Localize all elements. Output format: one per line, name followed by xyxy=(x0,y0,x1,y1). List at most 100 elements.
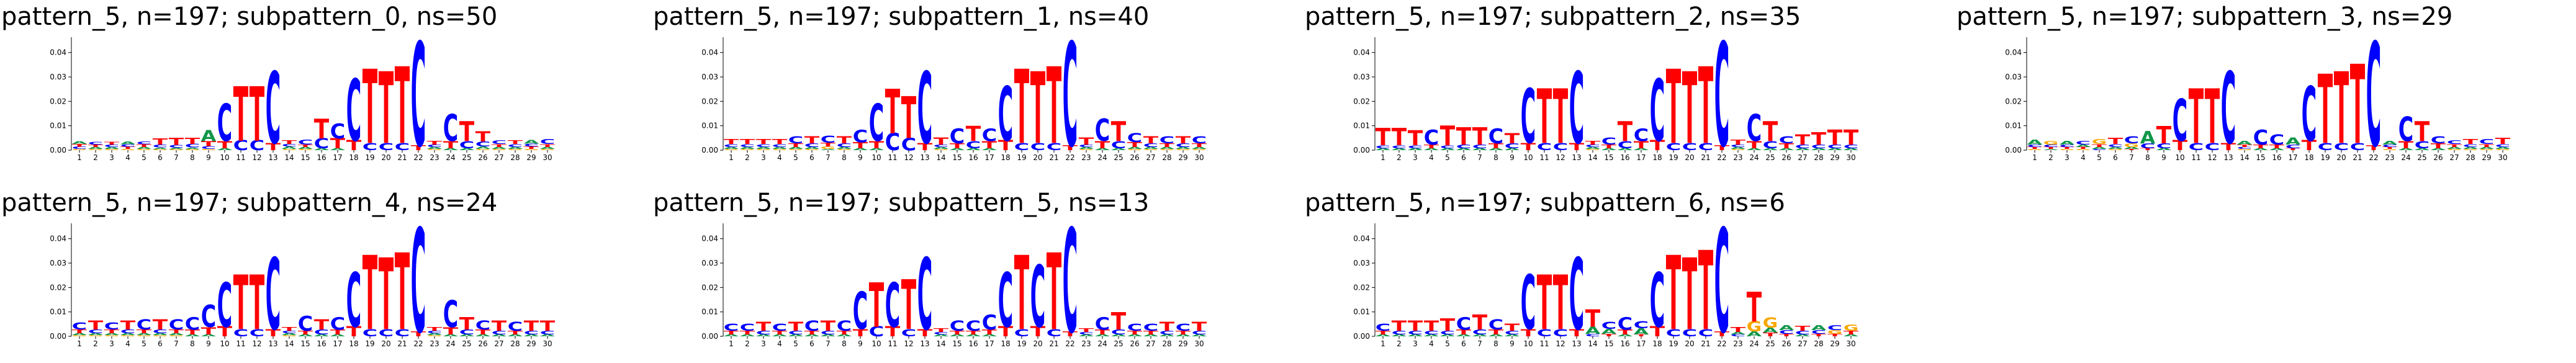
logo-letter: G xyxy=(2124,142,2139,148)
x-tick-label: 7 xyxy=(1477,339,1482,348)
logo-letter: T xyxy=(411,330,427,338)
logo-letter: A xyxy=(2237,140,2252,146)
logo-letter: C xyxy=(982,311,997,334)
logo-letter: G xyxy=(1160,149,1174,151)
x-tick-label: 12 xyxy=(1556,153,1565,162)
logo-letter: C xyxy=(1472,143,1487,150)
logo-letter: A xyxy=(1844,148,1859,151)
logo-letter: A xyxy=(1376,334,1391,337)
logo-letter: T xyxy=(1601,333,1617,338)
logo-letter: C xyxy=(1192,329,1207,336)
logo-letter: C xyxy=(185,143,200,149)
logo-letter: G xyxy=(540,149,555,151)
logo-letter: T xyxy=(740,329,755,336)
logo-letter: T xyxy=(1779,142,1795,150)
logo-panel: pattern_5, n=197; subpattern_0, ns=50 0.0… xyxy=(0,0,621,177)
logo-letter: A xyxy=(2043,149,2059,151)
x-tick-label: 8 xyxy=(1493,339,1498,348)
y-tick-label: 0.01 xyxy=(50,308,66,316)
logo-letter: C xyxy=(2043,144,2058,148)
logo-letter: C xyxy=(1763,139,1778,151)
logo-letter: C xyxy=(217,94,232,153)
logo-letter: A xyxy=(2382,140,2397,146)
x-tick-label: 2 xyxy=(93,153,98,162)
logo-letter: C xyxy=(1408,329,1423,336)
logo-letter: A xyxy=(1456,334,1472,337)
x-tick-label: 4 xyxy=(1429,153,1434,162)
x-tick-label: 4 xyxy=(125,153,130,162)
x-tick-label: 1 xyxy=(729,153,734,162)
logo-letter: A xyxy=(1747,330,1762,338)
logo-letter: A xyxy=(1618,148,1633,151)
logo-letter: A xyxy=(1127,146,1143,150)
x-tick-label: 5 xyxy=(142,339,146,348)
logo-letter: C xyxy=(853,127,868,146)
y-tick-label: 0.00 xyxy=(2005,146,2022,155)
logo-letter: C xyxy=(363,327,377,339)
logo-letter: T xyxy=(1714,330,1731,338)
logo-letter: A xyxy=(837,334,852,337)
logo-letter: T xyxy=(1127,329,1143,336)
x-tick-label: 27 xyxy=(494,153,503,162)
sequence-logo-plot: 0.000.010.020.030.041ATC2ATC3ACT4ATC5ACT… xyxy=(701,199,1207,363)
logo-letter: A xyxy=(1618,334,1633,337)
logo-letter: C xyxy=(2302,71,2317,158)
logo-letter: C xyxy=(524,143,539,148)
logo-letter: T xyxy=(934,327,949,333)
x-tick-label: 15 xyxy=(1604,339,1613,348)
logo-letter: C xyxy=(1521,260,1536,347)
x-tick-label: 8 xyxy=(190,339,195,348)
logo-letter: G xyxy=(104,335,119,337)
logo-letter: T xyxy=(724,329,739,336)
logo-letter: T xyxy=(153,137,168,147)
x-tick-label: 24 xyxy=(1749,153,1759,162)
logo-letter: A xyxy=(282,333,297,336)
logo-letter: T xyxy=(1063,330,1079,338)
x-tick-label: 5 xyxy=(2097,153,2102,162)
logo-letter: A xyxy=(1585,146,1601,150)
x-tick-label: 22 xyxy=(1065,153,1074,162)
logo-letter: T xyxy=(169,328,184,334)
sequence-logo-plot: 0.000.010.020.030.041GTCA2ATCG3GTCA4GTAC… xyxy=(2005,13,2510,177)
logo-letter: A xyxy=(934,334,949,337)
logo-letter: A xyxy=(740,146,755,150)
logo-letter: T xyxy=(1192,142,1207,148)
logo-letter: T xyxy=(966,122,981,146)
logo-letter: T xyxy=(88,319,104,333)
x-tick-label: 19 xyxy=(2320,153,2330,162)
logo-letter: A xyxy=(1585,325,1601,336)
logo-letter: A xyxy=(1392,334,1407,337)
logo-letter: A xyxy=(1731,331,1746,336)
x-tick-label: 18 xyxy=(1652,339,1662,348)
logo-letter: G xyxy=(201,149,216,151)
logo-letter: A xyxy=(1472,148,1488,151)
logo-letter: A xyxy=(72,333,88,336)
y-tick-label: 0.03 xyxy=(50,73,66,81)
x-tick-label: 28 xyxy=(1162,153,1171,162)
logo-letter: T xyxy=(1063,144,1079,152)
logo-letter: T xyxy=(330,136,346,151)
logo-letter: G xyxy=(427,149,442,151)
logo-letter: A xyxy=(330,148,346,151)
x-tick-label: 14 xyxy=(284,153,294,162)
logo-letter: A xyxy=(2269,148,2285,151)
x-tick-label: 9 xyxy=(206,153,211,162)
logo-letter: C xyxy=(1731,334,1745,337)
logo-letter: A xyxy=(153,333,168,336)
x-tick-label: 12 xyxy=(252,153,261,162)
x-tick-label: 2 xyxy=(1397,339,1402,348)
logo-letter: C xyxy=(1714,199,1729,363)
logo-letter: C xyxy=(346,63,361,161)
logo-letter: A xyxy=(1505,148,1520,151)
logo-letter: C xyxy=(2124,134,2139,146)
logo-letter: G xyxy=(2108,149,2123,151)
logo-letter: C xyxy=(443,107,458,150)
x-tick-label: 21 xyxy=(1701,339,1710,348)
logo-letter: A xyxy=(1763,148,1778,151)
x-tick-label: 28 xyxy=(1162,339,1171,348)
logo-letter: T xyxy=(2479,143,2495,148)
logo-letter: T xyxy=(1747,285,1762,331)
x-tick-label: 5 xyxy=(793,153,798,162)
logo-letter: C xyxy=(1682,327,1697,339)
logo-letter: A xyxy=(756,334,772,337)
